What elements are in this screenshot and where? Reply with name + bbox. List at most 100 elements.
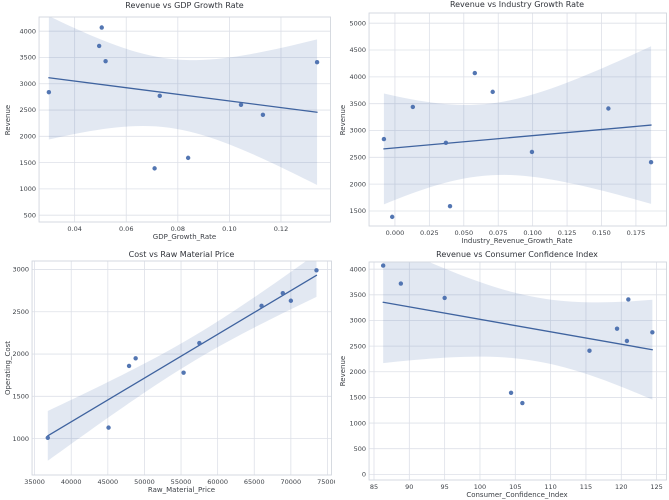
- plot-background: [368, 13, 666, 226]
- x-tick-label: 0.150: [592, 229, 611, 237]
- data-point: [46, 89, 52, 95]
- y-tick-label: 4500: [349, 46, 366, 54]
- y-tick-label: 2000: [12, 350, 29, 358]
- x-tick-label: 0.175: [626, 229, 645, 237]
- x-tick-label: 60000: [207, 478, 228, 486]
- data-point: [410, 104, 415, 110]
- y-tick-label: 2000: [349, 180, 366, 188]
- data-point: [288, 298, 294, 303]
- data-point: [280, 290, 286, 296]
- y-tick-label: 1500: [349, 394, 366, 402]
- y-tick-label: 2500: [12, 308, 29, 316]
- plot-border: [368, 261, 667, 481]
- x-tick-label: 120: [615, 483, 627, 491]
- y-tick-label: 1500: [349, 207, 366, 215]
- x-axis-label: Consumer_Confidence_Index: [466, 491, 568, 499]
- plot-background: [39, 17, 331, 222]
- regression-line: [382, 124, 652, 150]
- x-tick-label: 0.075: [488, 229, 507, 237]
- x-tick-label: 0.125: [557, 229, 576, 237]
- data-point: [389, 214, 394, 220]
- data-point: [238, 102, 244, 107]
- x-tick-label: 115: [579, 483, 591, 491]
- data-point: [99, 25, 104, 30]
- data-point: [103, 58, 108, 64]
- x-tick-label: 125: [650, 483, 662, 491]
- data-point: [181, 370, 186, 375]
- x-tick-label: 50000: [134, 478, 155, 486]
- data-point: [625, 297, 631, 302]
- y-tick-label: 5000: [349, 19, 366, 27]
- x-tick-label: 0.025: [420, 229, 439, 237]
- plot-area: 35000 40000 45000 50000 55000 60000 65000 70000…: [12, 260, 335, 486]
- data-point: [441, 295, 447, 301]
- x-tick-label: 0.050: [454, 229, 473, 237]
- y-tick-label: 2500: [349, 342, 366, 350]
- y-tick-label: 1000: [12, 435, 29, 443]
- chart-title: Cost vs Raw Material Price: [128, 250, 235, 259]
- x-tick-label: 110: [544, 483, 556, 491]
- y-tick-label: 4000: [19, 27, 36, 35]
- data-point: [96, 43, 102, 49]
- y-tick-label: 3000: [12, 266, 29, 274]
- y-tick-label: 4000: [349, 73, 366, 81]
- data-point: [380, 263, 385, 268]
- x-tick-label: 75000: [317, 478, 334, 486]
- y-tick-label: 1000: [349, 419, 366, 427]
- data-point: [398, 281, 403, 286]
- data-point: [447, 203, 452, 209]
- data-point: [605, 106, 611, 111]
- y-tick-label: 1500: [19, 159, 36, 167]
- x-tick-label: 0.06: [119, 225, 133, 233]
- x-tick-label: 35000: [24, 478, 45, 486]
- data-point: [614, 326, 619, 331]
- subplot-revenue-vs-gdp-growth-rate: Revenue vs GDP Growth Rate Revenue 0.04 0…: [0, 0, 335, 250]
- data-point: [157, 93, 162, 99]
- y-tick-label: 3500: [349, 291, 366, 299]
- data-point: [381, 136, 386, 142]
- y-tick-label: 1000: [19, 185, 36, 193]
- chart-title: Revenue vs GDP Growth Rate: [125, 1, 244, 10]
- regression-line: [48, 77, 318, 113]
- y-tick-label: 1500: [12, 393, 29, 401]
- data-point: [648, 159, 653, 165]
- data-point: [260, 112, 266, 117]
- x-axis-label: GDP_Growth_Rate: [152, 233, 217, 241]
- confidence-band: [383, 46, 651, 205]
- data-point: [519, 400, 525, 406]
- data-point: [197, 340, 202, 346]
- data-point: [185, 155, 191, 161]
- regression-line: [47, 274, 318, 437]
- data-point: [45, 435, 50, 440]
- y-tick-label: 3000: [349, 317, 366, 325]
- x-tick-label: 0.000: [385, 229, 404, 237]
- data-point: [126, 363, 132, 369]
- x-tick-label: 85: [369, 483, 377, 491]
- x-tick-label: 45000: [97, 478, 118, 486]
- x-tick-label: 90: [405, 483, 413, 491]
- confidence-band: [382, 262, 652, 400]
- y-tick-label: 2500: [19, 106, 36, 114]
- x-tick-label: 0.04: [67, 225, 81, 233]
- x-tick-label: 105: [509, 483, 521, 491]
- y-tick-label: 3500: [19, 54, 36, 62]
- x-axis-label: Raw_Material_Price: [147, 486, 216, 494]
- x-tick-label: 0.12: [274, 225, 288, 233]
- plot-border: [368, 12, 667, 227]
- x-tick-label: 55000: [171, 478, 192, 486]
- y-tick-label: 2500: [349, 154, 366, 162]
- x-tick-label: 95: [440, 483, 448, 491]
- data-point: [472, 70, 477, 76]
- data-point: [586, 348, 592, 353]
- plot-area: 0.000 0.025 0.050 0.075 0.100 0.125 0.150 0.175…: [349, 12, 667, 237]
- x-tick-label: 100: [473, 483, 485, 491]
- data-point: [152, 166, 157, 171]
- data-point: [508, 390, 513, 395]
- x-tick-label: 65000: [244, 478, 265, 486]
- chart-title: Revenue vs Industry Growth Rate: [449, 0, 585, 9]
- data-point: [106, 425, 111, 430]
- data-point: [529, 149, 534, 155]
- y-tick-label: 500: [353, 445, 365, 453]
- data-point: [133, 356, 138, 361]
